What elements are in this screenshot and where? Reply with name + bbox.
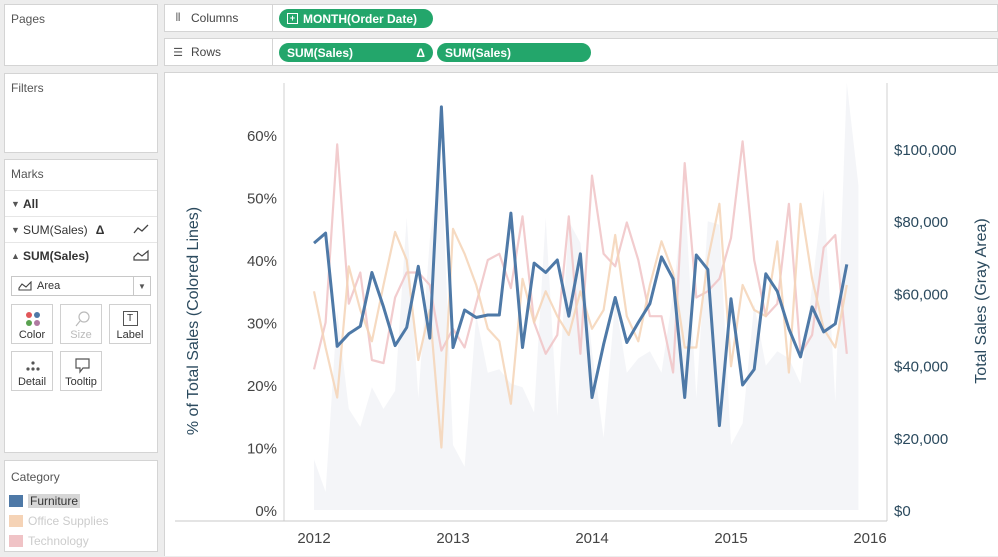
pill-label: MONTH(Order Date) xyxy=(303,11,418,26)
left-tick-label: 30% xyxy=(247,316,277,333)
pill-label: SUM(Sales) xyxy=(445,45,512,60)
left-tick-label: 20% xyxy=(247,378,277,395)
right-tick-label: $60,000 xyxy=(894,286,948,303)
mark-type-dropdown[interactable]: Area ▼ xyxy=(11,276,151,296)
legend-swatch xyxy=(9,534,23,547)
left-tick-label: 60% xyxy=(247,128,277,145)
right-tick-label: $40,000 xyxy=(894,359,948,376)
left-tick-label: 50% xyxy=(247,191,277,208)
size-button-label: Size xyxy=(70,329,92,341)
area-mark-icon xyxy=(133,249,149,261)
label-button-label: Label xyxy=(116,329,144,341)
marks-row-sum-sales-line[interactable]: ▼ SUM(Sales) Δ xyxy=(5,216,157,242)
left-tick-label: 0% xyxy=(255,503,277,520)
pill-label: SUM(Sales) xyxy=(287,45,354,60)
label-button[interactable]: T Label xyxy=(109,304,151,344)
x-tick-label: 2015 xyxy=(714,530,747,547)
size-button[interactable]: Size xyxy=(60,304,102,344)
detail-button-label: Detail xyxy=(17,376,47,388)
size-icon xyxy=(75,311,90,327)
legend-item-technology[interactable]: Technology xyxy=(9,532,89,549)
series-line-furniture[interactable] xyxy=(313,105,849,428)
mark-type-value: Area xyxy=(37,280,61,292)
sum-sales-pill-1[interactable]: SUM(Sales) Δ xyxy=(279,43,433,62)
tooltip-button-label: Tooltip xyxy=(65,376,97,388)
line-mark-icon xyxy=(133,224,149,234)
rows-icon: ☰ xyxy=(173,46,183,59)
right-tick-label: $20,000 xyxy=(894,431,948,448)
marks-row-sum-sales-area[interactable]: ▲ SUM(Sales) xyxy=(5,242,157,268)
color-button[interactable]: Color xyxy=(11,304,53,344)
right-axis-ticks: $0 $20,000 $40,000 $60,000 $80,000 $100,000 xyxy=(894,142,957,520)
legend-item-furniture[interactable]: Furniture xyxy=(9,492,81,509)
right-axis-label: Total Sales (Gray Area) xyxy=(973,218,990,383)
color-button-label: Color xyxy=(18,329,46,341)
chevron-down-icon: ▼ xyxy=(11,224,20,235)
category-lines[interactable] xyxy=(312,105,849,449)
x-tick-label: 2016 xyxy=(853,530,886,547)
marks-row-label: SUM(Sales) xyxy=(23,248,90,263)
x-axis-ticks: 2012 2013 2014 2015 2016 xyxy=(297,530,886,547)
chart-grid xyxy=(175,83,888,522)
marks-title: Marks xyxy=(11,167,44,181)
detail-button[interactable]: Detail xyxy=(11,351,53,391)
legend-label: Office Supplies xyxy=(28,513,109,528)
left-axis-ticks: 0% 10% 20% 30% 40% 50% 60% xyxy=(247,128,277,520)
tooltip-button[interactable]: Tooltip xyxy=(60,351,102,391)
category-legend-title: Category xyxy=(11,470,60,484)
chevron-up-icon: ▲ xyxy=(11,250,20,261)
legend-swatch xyxy=(9,514,23,527)
tooltip-icon xyxy=(75,358,90,374)
sum-sales-pill-2[interactable]: SUM(Sales) xyxy=(437,43,591,62)
delta-icon: Δ xyxy=(95,222,105,237)
legend-label: Technology xyxy=(28,533,89,548)
month-order-date-pill[interactable]: + MONTH(Order Date) xyxy=(279,9,433,28)
columns-shelf-label: ⦀ Columns xyxy=(165,5,273,31)
left-tick-label: 40% xyxy=(247,253,277,270)
pages-card[interactable]: Pages xyxy=(4,4,158,66)
label-glyph: T xyxy=(122,311,138,326)
legend-swatch xyxy=(9,494,23,507)
marks-row-label: All xyxy=(23,196,39,211)
pages-title: Pages xyxy=(11,12,46,26)
color-dots-icon xyxy=(26,312,40,326)
x-tick-label: 2014 xyxy=(575,530,608,547)
columns-label-text: Columns xyxy=(191,11,239,25)
category-legend-card: Category Furniture Office Supplies Techn… xyxy=(4,460,158,552)
right-tick-label: $100,000 xyxy=(894,142,957,159)
legend-label: Furniture xyxy=(28,493,81,508)
chart-view[interactable]: 0% 10% 20% 30% 40% 50% 60% $0 $20,000 $40,000 $60… xyxy=(164,72,998,556)
x-tick-label: 2012 xyxy=(297,530,330,547)
rows-label-text: Rows xyxy=(191,45,222,59)
delta-icon: Δ xyxy=(416,45,425,60)
right-tick-label: $80,000 xyxy=(894,214,948,231)
marks-card: Marks ▼ All ▼ SUM(Sales) Δ ▲ SUM(Sales) … xyxy=(4,159,158,453)
marks-row-all[interactable]: ▼ All xyxy=(5,190,157,216)
area-mark-icon xyxy=(18,281,32,291)
left-tick-label: 10% xyxy=(247,441,277,458)
left-axis-label: % of Total Sales (Colored Lines) xyxy=(185,207,202,435)
x-tick-label: 2013 xyxy=(436,530,469,547)
legend-item-office-supplies[interactable]: Office Supplies xyxy=(9,512,109,529)
series-line-technology[interactable] xyxy=(312,140,848,374)
marks-row-label: SUM(Sales) xyxy=(23,222,88,237)
filters-card[interactable]: Filters xyxy=(4,73,158,153)
columns-shelf[interactable]: ⦀ Columns + MONTH(Order Date) xyxy=(164,4,998,32)
detail-dots-icon xyxy=(26,361,40,371)
right-tick-label: $0 xyxy=(894,503,911,520)
chevron-down-icon: ▼ xyxy=(133,277,150,295)
rows-shelf-label: ☰ Rows xyxy=(165,39,273,65)
series-line-office-supplies[interactable] xyxy=(312,202,848,449)
dual-axis-chart[interactable]: 0% 10% 20% 30% 40% 50% 60% $0 $20,000 $40,000 $60… xyxy=(165,73,998,557)
chevron-down-icon: ▼ xyxy=(11,198,20,209)
rows-shelf[interactable]: ☰ Rows SUM(Sales) Δ SUM(Sales) xyxy=(164,38,998,66)
columns-icon: ⦀ xyxy=(175,11,181,24)
label-icon: T xyxy=(110,309,150,329)
expand-plus-icon: + xyxy=(287,13,298,24)
filters-title: Filters xyxy=(11,81,44,95)
